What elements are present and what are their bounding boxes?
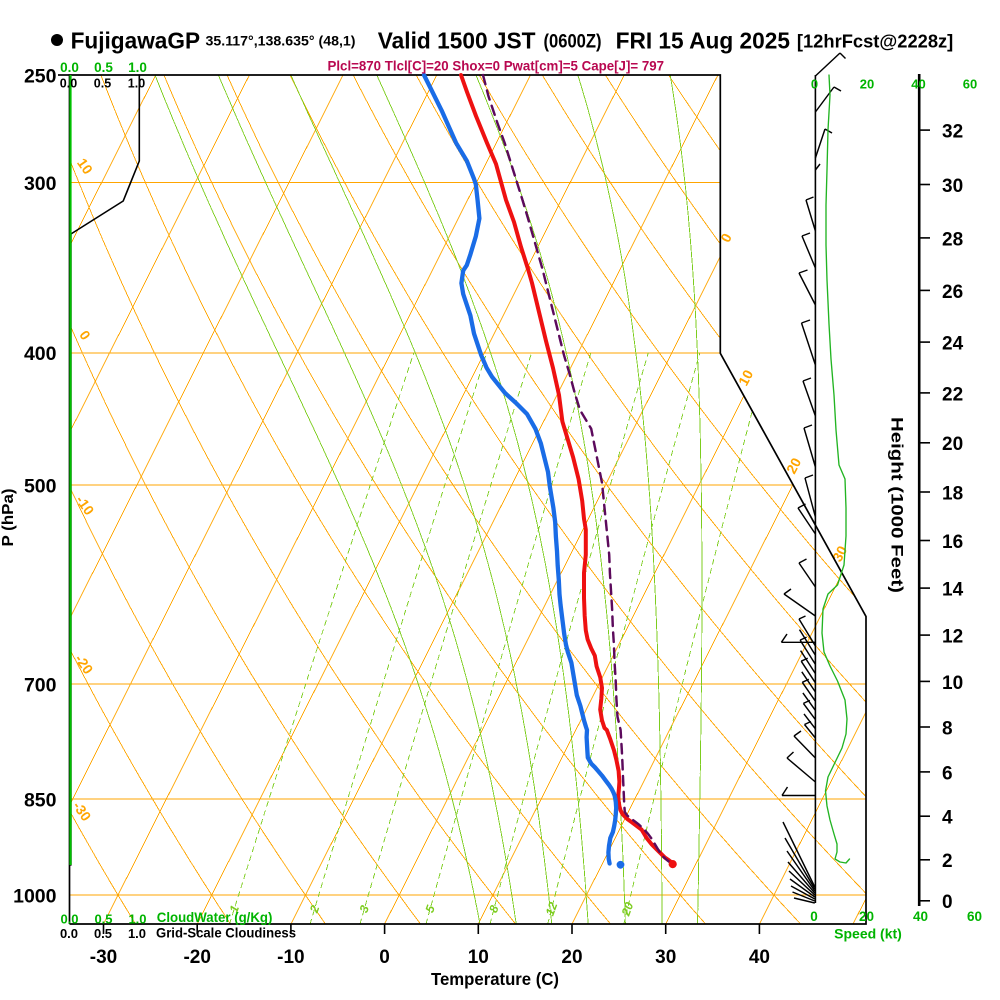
svg-text:Speed (kt): Speed (kt) (834, 926, 902, 942)
svg-text:0: 0 (811, 77, 818, 92)
svg-text:20: 20 (618, 900, 636, 919)
svg-text:20: 20 (561, 947, 582, 968)
svg-text:0.0: 0.0 (60, 911, 78, 926)
svg-text:1: 1 (227, 903, 243, 914)
svg-text:30: 30 (655, 947, 676, 968)
svg-text:60: 60 (963, 77, 977, 92)
svg-text:10: 10 (468, 947, 489, 968)
svg-text:0.5: 0.5 (94, 60, 113, 75)
svg-text:40: 40 (911, 77, 925, 92)
svg-text:28: 28 (942, 229, 963, 250)
svg-text:20: 20 (783, 455, 805, 476)
svg-text:FRI 15 Aug 2025: FRI 15 Aug 2025 (616, 28, 791, 54)
svg-text:Temperature (C): Temperature (C) (431, 969, 559, 989)
svg-text:18: 18 (942, 483, 963, 504)
svg-text:8: 8 (486, 903, 502, 914)
svg-text:0: 0 (810, 909, 818, 924)
svg-text:700: 700 (24, 674, 57, 696)
svg-text:Height (1000 Feet): Height (1000 Feet) (888, 417, 907, 593)
svg-text:1.0: 1.0 (128, 926, 146, 941)
svg-text:400: 400 (24, 343, 57, 365)
svg-text:12: 12 (543, 900, 561, 918)
svg-text:30: 30 (942, 176, 963, 197)
svg-text:4: 4 (942, 808, 953, 829)
svg-text:0: 0 (942, 892, 953, 913)
svg-text:14: 14 (942, 580, 964, 601)
svg-text:Grid-Scale Cloudiness: Grid-Scale Cloudiness (156, 926, 296, 941)
svg-text:22: 22 (942, 384, 963, 405)
svg-text:20: 20 (942, 434, 963, 455)
svg-text:1.0: 1.0 (128, 60, 147, 75)
svg-text:3: 3 (357, 903, 373, 914)
svg-text:16: 16 (942, 532, 963, 553)
svg-text:10: 10 (942, 673, 963, 694)
svg-text:0: 0 (379, 947, 390, 968)
svg-text:-20: -20 (183, 947, 210, 968)
svg-text:0.5: 0.5 (94, 926, 112, 941)
svg-text:0.5: 0.5 (94, 77, 111, 91)
svg-text:FujigawaGP: FujigawaGP (71, 28, 201, 54)
svg-text:-10: -10 (277, 947, 304, 968)
svg-text:CloudWater (g/Kg): CloudWater (g/Kg) (157, 909, 273, 925)
svg-text:8: 8 (942, 718, 953, 739)
svg-text:6: 6 (942, 763, 953, 784)
svg-text:1.0: 1.0 (128, 911, 146, 926)
svg-text:32: 32 (942, 122, 963, 143)
svg-text:250: 250 (24, 65, 57, 87)
svg-text:850: 850 (24, 789, 57, 811)
svg-text:40: 40 (749, 947, 770, 968)
svg-text:1000: 1000 (13, 885, 57, 907)
svg-text:5: 5 (422, 903, 438, 914)
svg-text:(0600Z): (0600Z) (544, 32, 602, 53)
svg-text:500: 500 (24, 475, 57, 497)
svg-text:P (hPa): P (hPa) (0, 489, 17, 547)
svg-text:Valid 1500 JST: Valid 1500 JST (378, 28, 536, 54)
svg-text:0.5: 0.5 (94, 911, 112, 926)
svg-text:20: 20 (860, 77, 874, 92)
svg-text:0.0: 0.0 (60, 926, 78, 941)
svg-text:20: 20 (859, 909, 874, 924)
svg-text:35.117°,138.635° (48,1): 35.117°,138.635° (48,1) (206, 33, 356, 49)
svg-text:26: 26 (942, 282, 963, 303)
svg-text:0.0: 0.0 (60, 60, 79, 75)
svg-text:0.0: 0.0 (60, 77, 77, 91)
svg-text:300: 300 (24, 173, 57, 195)
svg-text:-30: -30 (90, 947, 117, 968)
svg-text:40: 40 (913, 909, 928, 924)
svg-text:[12hrFcst@2228z]: [12hrFcst@2228z] (797, 32, 953, 52)
svg-text:2: 2 (942, 851, 953, 872)
svg-text:Plcl=870 Tlcl[C]=20 Shox=0 Pwa: Plcl=870 Tlcl[C]=20 Shox=0 Pwat[cm]=5 Ca… (328, 58, 665, 74)
svg-text:24: 24 (942, 334, 964, 355)
svg-text:10: 10 (735, 367, 757, 388)
svg-text:1.0: 1.0 (128, 77, 145, 91)
svg-text:12: 12 (942, 627, 963, 648)
svg-text:60: 60 (967, 909, 982, 924)
